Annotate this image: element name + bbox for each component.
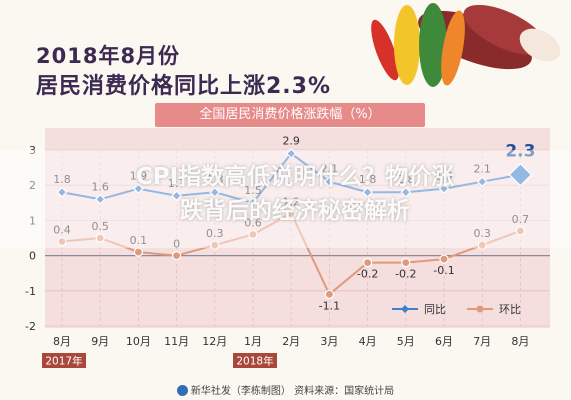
mom-point (324, 289, 334, 299)
x-tick-label: 7月 (473, 335, 491, 348)
yoy-point (94, 193, 106, 205)
x-tick-label: 2月 (282, 335, 300, 348)
y-tick-label: -1 (25, 285, 36, 298)
mom-point (477, 240, 487, 250)
page-title-headline: 居民消费价格同比上涨2.3% (36, 74, 332, 99)
page-title-date: 2018年8月份 (36, 44, 181, 68)
y-tick-label: -2 (25, 320, 36, 333)
mom-point (57, 236, 67, 247)
yoy-point (285, 148, 297, 159)
yoy-value-label: 1.8 (397, 173, 415, 186)
x-tick-label: 8月 (511, 335, 529, 348)
yoy-point (324, 176, 335, 188)
legend-yoy-label: 同比 (424, 303, 446, 316)
mom-value-label: -0.2 (357, 268, 378, 281)
yoy-value-label: 1.7 (168, 177, 186, 190)
yoy-point (171, 190, 182, 202)
mom-point (286, 208, 296, 218)
mom-value-label: -0.2 (395, 268, 416, 281)
overlay-title-line1: CPI指数高低说明什么？物价涨 (135, 164, 455, 190)
legend-mom-marker (476, 305, 484, 313)
x-tick-label: 9月 (91, 335, 109, 348)
vegetables-illustration (371, 3, 561, 87)
footer-source-text: 新华社发（李栋制图） 资料来源：国家统计局 (190, 386, 395, 397)
mom-value-label: 1.2 (282, 195, 300, 208)
year-tab (42, 353, 86, 368)
mom-point (515, 226, 526, 236)
yoy-point (362, 186, 373, 198)
y-tick-label: 3 (29, 144, 36, 157)
yoy-value-label: 1.6 (91, 180, 109, 193)
yoy-value-label: 1.5 (244, 184, 262, 197)
y-tick-label: 0 (29, 250, 36, 263)
yoy-point (56, 186, 68, 198)
chart-subtitle: 全国居民消费价格涨跌幅（%） (155, 103, 425, 127)
x-tick-label: 1月 (244, 335, 262, 348)
yoy-value-label: 1.9 (435, 170, 453, 183)
mom-value-label: 0.7 (512, 213, 530, 226)
mom-point (172, 251, 182, 261)
yoy-value-label: 2.1 (321, 163, 339, 176)
mom-value-label: -0.1 (433, 264, 454, 277)
x-tick-label: 3月 (320, 335, 338, 348)
mom-value-label: 0.1 (130, 234, 148, 247)
mom-point (210, 240, 220, 250)
mom-value-label: -1.1 (319, 299, 340, 312)
x-tick-label: 10月 (126, 335, 151, 348)
yoy-point (508, 162, 533, 187)
yoy-point (133, 183, 144, 195)
yoy-value-label: 1.8 (359, 173, 377, 186)
x-tick-label: 6月 (435, 335, 453, 348)
legend-mom-label: 环比 (499, 303, 521, 316)
yoy-value-label: 1.9 (130, 170, 148, 183)
mom-point (95, 233, 105, 243)
x-tick-label: 5月 (397, 335, 415, 348)
mom-point (133, 247, 143, 257)
mom-value-label: 0.3 (473, 227, 491, 240)
footer-credit: 新华社发（李栋制图） 资料来源：国家统计局 (0, 382, 571, 397)
y-tick-label: 1 (29, 214, 36, 227)
y-tick-label: 2 (29, 179, 36, 192)
year-label: 2017年 (45, 355, 82, 368)
mom-value-label: 0.6 (244, 216, 262, 229)
mom-point (248, 229, 258, 240)
yoy-value-label: 2.1 (473, 163, 491, 176)
mom-value-label: 0.5 (91, 220, 109, 233)
x-tick-label: 12月 (202, 335, 227, 348)
mom-value-label: 0.4 (53, 224, 71, 237)
x-tick-label: 4月 (359, 335, 377, 348)
yoy-point (247, 197, 259, 209)
yoy-value-label: 2.9 (282, 135, 300, 148)
year-label: 2018年 (236, 355, 273, 368)
yoy-point (476, 176, 488, 188)
mom-point (363, 258, 373, 268)
year-tab (233, 353, 277, 368)
yoy-point (438, 183, 450, 195)
yoy-value-label: 1.8 (206, 173, 224, 186)
yoy-point (400, 186, 412, 198)
yoy-value-label: 2.3 (505, 142, 535, 162)
x-tick-label: 8月 (53, 335, 71, 348)
yoy-point (209, 186, 221, 198)
xinhua-logo-icon (176, 385, 188, 396)
yoy-value-label: 1.8 (53, 173, 71, 186)
x-tick-label: 11月 (164, 335, 189, 348)
title-overlay-band (0, 150, 571, 248)
legend-yoy-marker (401, 305, 409, 313)
mom-point (401, 258, 411, 268)
mom-value-label: 0 (173, 238, 180, 251)
overlay-title-line2: 跌背后的经济秘密解析 (180, 198, 410, 224)
mom-value-label: 0.3 (206, 227, 224, 240)
overlay-article-title[interactable]: CPI指数高低说明什么？物价涨 跌背后的经济秘密解析 (70, 160, 520, 228)
mom-point (439, 254, 449, 264)
